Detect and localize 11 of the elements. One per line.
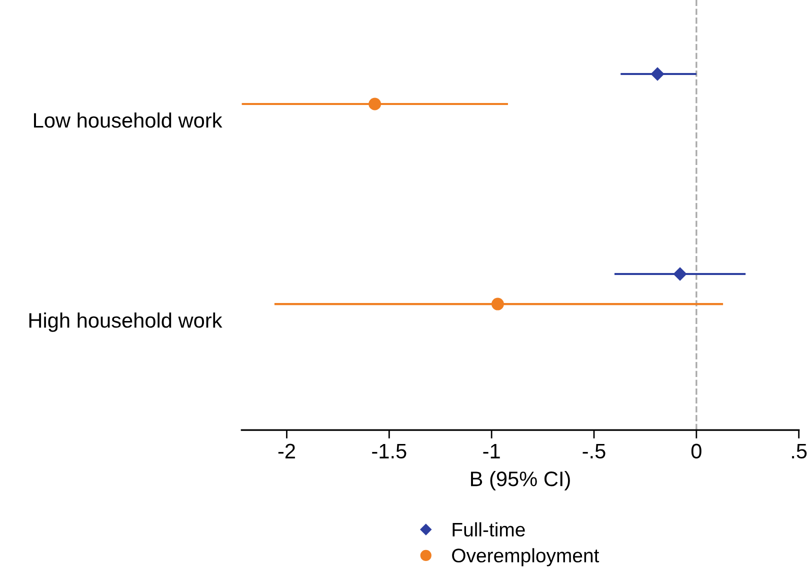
- x-tick-label: -1.5: [372, 444, 406, 459]
- x-tick-label: 0: [691, 444, 702, 459]
- x-tick-label: -.5: [582, 444, 606, 459]
- x-tick-label: -1: [483, 444, 500, 458]
- legend-label: Full-time: [452, 522, 525, 537]
- x-tick-label: .5: [792, 444, 807, 459]
- y-tick-label: High household work: [29, 312, 222, 332]
- x-tick-label: -2: [278, 444, 295, 458]
- y-tick-label: Low household work: [34, 112, 222, 128]
- x-axis-title: B (95% CI): [471, 470, 570, 490]
- legend-label: Overemployment: [452, 548, 600, 566]
